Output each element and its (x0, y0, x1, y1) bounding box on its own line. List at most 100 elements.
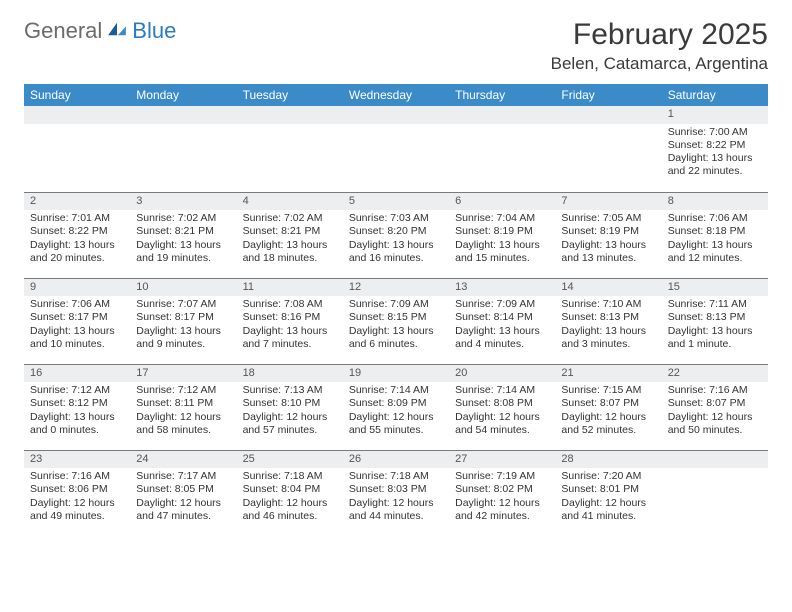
day-number: 11 (237, 279, 343, 297)
daylight-text: Daylight: 13 hours and 22 minutes. (668, 152, 762, 178)
sunset-text: Sunset: 8:13 PM (561, 311, 655, 324)
logo: General Blue (24, 18, 176, 44)
sunrise-text: Sunrise: 7:06 AM (30, 298, 124, 311)
day-info: Sunrise: 7:17 AMSunset: 8:05 PMDaylight:… (130, 468, 236, 527)
day-info: Sunrise: 7:07 AMSunset: 8:17 PMDaylight:… (130, 296, 236, 355)
calendar-day-cell: 17Sunrise: 7:12 AMSunset: 8:11 PMDayligh… (130, 364, 236, 450)
sunset-text: Sunset: 8:07 PM (561, 397, 655, 410)
day-info: Sunrise: 7:12 AMSunset: 8:12 PMDaylight:… (24, 382, 130, 441)
sunrise-text: Sunrise: 7:00 AM (668, 126, 762, 139)
daylight-text: Daylight: 12 hours and 44 minutes. (349, 497, 443, 523)
day-header: Thursday (449, 84, 555, 106)
day-info: Sunrise: 7:06 AMSunset: 8:17 PMDaylight:… (24, 296, 130, 355)
day-info: Sunrise: 7:08 AMSunset: 8:16 PMDaylight:… (237, 296, 343, 355)
calendar-day-cell: 12Sunrise: 7:09 AMSunset: 8:15 PMDayligh… (343, 278, 449, 364)
sunrise-text: Sunrise: 7:10 AM (561, 298, 655, 311)
sunset-text: Sunset: 8:11 PM (136, 397, 230, 410)
sunrise-text: Sunrise: 7:12 AM (30, 384, 124, 397)
calendar-day-cell: 4Sunrise: 7:02 AMSunset: 8:21 PMDaylight… (237, 192, 343, 278)
sunset-text: Sunset: 8:10 PM (243, 397, 337, 410)
sunrise-text: Sunrise: 7:15 AM (561, 384, 655, 397)
day-number: 23 (24, 451, 130, 469)
day-header-row: Sunday Monday Tuesday Wednesday Thursday… (24, 84, 768, 106)
calendar-day-cell: 26Sunrise: 7:18 AMSunset: 8:03 PMDayligh… (343, 450, 449, 536)
day-info: Sunrise: 7:12 AMSunset: 8:11 PMDaylight:… (130, 382, 236, 441)
day-number-empty (130, 106, 236, 124)
day-number: 24 (130, 451, 236, 469)
day-number-empty (237, 106, 343, 124)
calendar-day-cell: 10Sunrise: 7:07 AMSunset: 8:17 PMDayligh… (130, 278, 236, 364)
calendar-day-cell: 20Sunrise: 7:14 AMSunset: 8:08 PMDayligh… (449, 364, 555, 450)
day-number: 19 (343, 365, 449, 383)
calendar-day-cell (449, 106, 555, 192)
day-number: 4 (237, 193, 343, 211)
sunrise-text: Sunrise: 7:02 AM (243, 212, 337, 225)
sunrise-text: Sunrise: 7:12 AM (136, 384, 230, 397)
sunset-text: Sunset: 8:22 PM (668, 139, 762, 152)
daylight-text: Daylight: 13 hours and 9 minutes. (136, 325, 230, 351)
day-info: Sunrise: 7:16 AMSunset: 8:06 PMDaylight:… (24, 468, 130, 527)
sunset-text: Sunset: 8:08 PM (455, 397, 549, 410)
logo-text-blue: Blue (132, 18, 176, 44)
sunrise-text: Sunrise: 7:08 AM (243, 298, 337, 311)
daylight-text: Daylight: 12 hours and 46 minutes. (243, 497, 337, 523)
calendar-day-cell: 7Sunrise: 7:05 AMSunset: 8:19 PMDaylight… (555, 192, 661, 278)
day-info: Sunrise: 7:04 AMSunset: 8:19 PMDaylight:… (449, 210, 555, 269)
day-header: Sunday (24, 84, 130, 106)
sunset-text: Sunset: 8:07 PM (668, 397, 762, 410)
day-info: Sunrise: 7:13 AMSunset: 8:10 PMDaylight:… (237, 382, 343, 441)
day-number: 16 (24, 365, 130, 383)
day-info: Sunrise: 7:01 AMSunset: 8:22 PMDaylight:… (24, 210, 130, 269)
calendar-day-cell: 14Sunrise: 7:10 AMSunset: 8:13 PMDayligh… (555, 278, 661, 364)
sunset-text: Sunset: 8:14 PM (455, 311, 549, 324)
sunrise-text: Sunrise: 7:18 AM (243, 470, 337, 483)
daylight-text: Daylight: 12 hours and 47 minutes. (136, 497, 230, 523)
sunrise-text: Sunrise: 7:19 AM (455, 470, 549, 483)
daylight-text: Daylight: 13 hours and 4 minutes. (455, 325, 549, 351)
sunrise-text: Sunrise: 7:09 AM (455, 298, 549, 311)
sunrise-text: Sunrise: 7:09 AM (349, 298, 443, 311)
sunset-text: Sunset: 8:12 PM (30, 397, 124, 410)
calendar-day-cell: 1Sunrise: 7:00 AMSunset: 8:22 PMDaylight… (662, 106, 768, 192)
day-number: 22 (662, 365, 768, 383)
sunset-text: Sunset: 8:09 PM (349, 397, 443, 410)
day-header: Friday (555, 84, 661, 106)
sunset-text: Sunset: 8:17 PM (30, 311, 124, 324)
daylight-text: Daylight: 13 hours and 12 minutes. (668, 239, 762, 265)
day-info: Sunrise: 7:16 AMSunset: 8:07 PMDaylight:… (662, 382, 768, 441)
day-number: 9 (24, 279, 130, 297)
daylight-text: Daylight: 13 hours and 1 minute. (668, 325, 762, 351)
logo-sail-icon (106, 21, 128, 42)
daylight-text: Daylight: 13 hours and 19 minutes. (136, 239, 230, 265)
sunset-text: Sunset: 8:01 PM (561, 483, 655, 496)
sunrise-text: Sunrise: 7:16 AM (668, 384, 762, 397)
sunrise-text: Sunrise: 7:02 AM (136, 212, 230, 225)
day-header: Saturday (662, 84, 768, 106)
calendar-day-cell: 6Sunrise: 7:04 AMSunset: 8:19 PMDaylight… (449, 192, 555, 278)
sunset-text: Sunset: 8:15 PM (349, 311, 443, 324)
calendar-day-cell (555, 106, 661, 192)
sunrise-text: Sunrise: 7:18 AM (349, 470, 443, 483)
day-header: Wednesday (343, 84, 449, 106)
day-number-empty (24, 106, 130, 124)
sunrise-text: Sunrise: 7:01 AM (30, 212, 124, 225)
sunrise-text: Sunrise: 7:03 AM (349, 212, 443, 225)
sunrise-text: Sunrise: 7:17 AM (136, 470, 230, 483)
day-number: 18 (237, 365, 343, 383)
day-number: 5 (343, 193, 449, 211)
calendar-day-cell (24, 106, 130, 192)
day-info: Sunrise: 7:14 AMSunset: 8:08 PMDaylight:… (449, 382, 555, 441)
day-number: 21 (555, 365, 661, 383)
sunset-text: Sunset: 8:06 PM (30, 483, 124, 496)
daylight-text: Daylight: 12 hours and 55 minutes. (349, 411, 443, 437)
daylight-text: Daylight: 12 hours and 49 minutes. (30, 497, 124, 523)
day-info: Sunrise: 7:20 AMSunset: 8:01 PMDaylight:… (555, 468, 661, 527)
sunset-text: Sunset: 8:04 PM (243, 483, 337, 496)
calendar-week-row: 16Sunrise: 7:12 AMSunset: 8:12 PMDayligh… (24, 364, 768, 450)
day-number: 27 (449, 451, 555, 469)
calendar-day-cell: 3Sunrise: 7:02 AMSunset: 8:21 PMDaylight… (130, 192, 236, 278)
daylight-text: Daylight: 12 hours and 41 minutes. (561, 497, 655, 523)
page-title: February 2025 (551, 18, 768, 52)
calendar-table: Sunday Monday Tuesday Wednesday Thursday… (24, 84, 768, 536)
calendar-day-cell: 21Sunrise: 7:15 AMSunset: 8:07 PMDayligh… (555, 364, 661, 450)
